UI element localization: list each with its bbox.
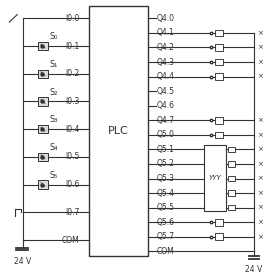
Text: Q5.6: Q5.6 (157, 218, 175, 227)
Text: Q4.0: Q4.0 (157, 14, 175, 23)
Text: I0.5: I0.5 (65, 152, 80, 161)
Text: PLC: PLC (108, 126, 129, 136)
Text: S₃: S₃ (49, 116, 58, 125)
Bar (215, 44, 223, 51)
Text: COM: COM (157, 247, 175, 256)
Text: ×: × (257, 146, 263, 152)
Text: S₀: S₀ (49, 32, 58, 41)
Text: Q5.2: Q5.2 (157, 160, 175, 169)
Bar (228, 190, 235, 196)
Bar (228, 161, 235, 167)
Bar (215, 117, 223, 123)
Text: Q5.4: Q5.4 (157, 189, 175, 198)
Text: ×: × (257, 234, 263, 240)
Bar (228, 205, 235, 210)
Bar (38, 70, 48, 78)
Bar (215, 30, 223, 36)
Text: Q5.7: Q5.7 (157, 232, 175, 241)
Text: S₁: S₁ (49, 60, 58, 69)
Bar (215, 73, 223, 80)
Bar (38, 97, 48, 106)
Bar (88, 6, 148, 256)
Text: COM: COM (62, 235, 80, 244)
Text: Q4.1: Q4.1 (157, 28, 175, 37)
Text: Q4.2: Q4.2 (157, 43, 175, 52)
Bar (38, 180, 48, 189)
Text: Q5.0: Q5.0 (157, 130, 175, 139)
Text: Q4.6: Q4.6 (157, 101, 175, 110)
Text: I0.7: I0.7 (65, 208, 80, 217)
Text: ×: × (257, 190, 263, 196)
Bar (215, 59, 223, 65)
Text: 24 V: 24 V (13, 257, 31, 266)
Text: ×: × (257, 161, 263, 167)
Text: S₅: S₅ (49, 171, 58, 180)
Text: ×: × (257, 74, 263, 79)
Text: ×: × (257, 219, 263, 225)
Bar (215, 131, 223, 138)
Text: ×: × (257, 205, 263, 211)
Text: I0.6: I0.6 (65, 180, 80, 189)
Text: I0.1: I0.1 (65, 42, 80, 51)
Text: Q5.1: Q5.1 (157, 145, 175, 154)
Text: Q5.3: Q5.3 (157, 174, 175, 183)
Bar (38, 153, 48, 161)
Text: ×: × (257, 117, 263, 123)
Bar (204, 145, 226, 211)
Text: YYY: YYY (209, 175, 222, 181)
Text: Q5.5: Q5.5 (157, 203, 175, 212)
Text: I0.4: I0.4 (65, 125, 80, 134)
Text: 24 V: 24 V (245, 265, 262, 274)
Text: Q4.7: Q4.7 (157, 116, 175, 125)
Bar (38, 42, 48, 50)
Text: S₄: S₄ (49, 143, 58, 152)
Text: ×: × (257, 30, 263, 36)
Bar (228, 147, 235, 152)
Text: I0.3: I0.3 (65, 97, 80, 106)
Text: I0.2: I0.2 (65, 69, 80, 78)
Bar (215, 233, 223, 240)
Text: ×: × (257, 132, 263, 138)
Text: ×: × (257, 45, 263, 51)
Text: Q4.4: Q4.4 (157, 72, 175, 81)
Text: I0.0: I0.0 (65, 14, 80, 23)
Text: ×: × (257, 175, 263, 182)
Text: S₂: S₂ (49, 88, 58, 97)
Text: ×: × (257, 59, 263, 65)
Text: Q4.5: Q4.5 (157, 87, 175, 96)
Bar (228, 176, 235, 181)
Bar (38, 125, 48, 133)
Bar (215, 219, 223, 225)
Text: Q4.3: Q4.3 (157, 57, 175, 67)
